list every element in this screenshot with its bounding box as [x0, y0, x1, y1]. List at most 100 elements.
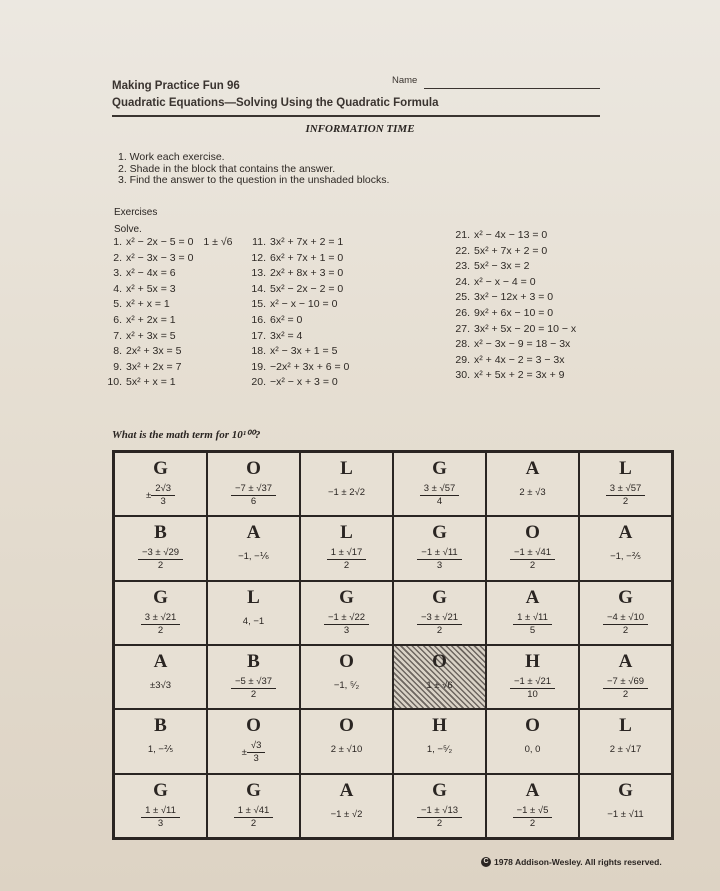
- cell-value: −5 ± √37 2: [230, 676, 277, 701]
- cell-answer: −1, −⅖: [610, 551, 641, 563]
- exercise-equation: x² + 3x = 5: [126, 329, 176, 342]
- exercise-number: 17.: [251, 329, 266, 342]
- exercise-equation: 5x² − 2x − 2 = 0: [270, 282, 344, 295]
- cell-value: 1, −⁵⁄₂: [427, 744, 452, 755]
- exercise-item: 16. 6x² = 0: [246, 313, 349, 329]
- cell-letter: O: [339, 651, 354, 672]
- exercise-number: 30.: [455, 369, 470, 382]
- fraction-denominator: 2: [250, 817, 257, 829]
- exercise-number: 23.: [455, 260, 470, 273]
- fraction-denominator: 2: [529, 817, 536, 829]
- cell-letter: G: [153, 458, 168, 479]
- cell-answer: 1, −⅖: [147, 744, 174, 756]
- fraction-numerator: −1 ± √22: [323, 612, 370, 625]
- solve-label: Solve.: [114, 224, 142, 235]
- exercise-column-3: 21. x² − 4x − 13 = 0 22. 5x² + 7x + 2 = 0 23…: [450, 228, 576, 384]
- cell-value: 3 ± √57 2: [605, 483, 646, 508]
- cell-letter: A: [339, 779, 354, 801]
- fraction-numerator: 1 ± √17: [326, 547, 367, 561]
- cell-letter: G: [432, 458, 447, 479]
- cell-value: −7 ± √37 6: [230, 483, 277, 508]
- exercise-item: 26. 9x² + 6x − 10 = 0: [450, 306, 576, 322]
- cell-value: −1 ± 2√2: [328, 487, 365, 498]
- cell-value: −1 ± √11: [607, 809, 643, 820]
- cell-value: 1 ± √11 3: [141, 805, 180, 830]
- answer-cell-shaded: O 1 ± √6: [393, 645, 486, 710]
- exercise-number: 5.: [113, 298, 122, 311]
- exercise-item: 8. 2x² + 3x = 5: [102, 344, 232, 360]
- answer-cell: A −1, −⅙: [207, 516, 300, 581]
- cell-value: 1 ± √41 2: [233, 805, 274, 830]
- exercise-item: 29. x² + 4x − 2 = 3 − 3x: [450, 353, 576, 369]
- answer-cell: G 3 ± √21 2: [114, 580, 207, 645]
- exercise-item: 17. 3x² = 4: [246, 329, 349, 345]
- answer-cell: O −1, ⁵⁄₂: [300, 645, 393, 710]
- cell-value: 4, −1: [243, 616, 264, 627]
- cell-letter: A: [153, 651, 168, 672]
- answer-cell: H −1 ± √21 10: [486, 645, 579, 710]
- cell-letter: G: [432, 522, 447, 544]
- fraction-denominator: 2: [622, 689, 629, 700]
- answer-cell: A −1, −⅖: [579, 516, 672, 581]
- exercise-equation: 2x² + 8x + 3 = 0: [270, 267, 344, 280]
- exercise-equation: 3x² + 5x − 20 = 10 − x: [474, 322, 577, 335]
- fraction-denominator: 3: [436, 560, 443, 572]
- exercise-number: 22.: [455, 244, 470, 257]
- section-title: INFORMATION TIME: [305, 123, 415, 135]
- fraction: √3 3: [246, 740, 266, 765]
- exercise-number: 6.: [113, 313, 122, 326]
- exercise-number: 15.: [251, 298, 266, 311]
- answer-cell: G ±2√3 3: [114, 452, 207, 517]
- exercise-equation: x² − 4x = 6: [126, 267, 176, 280]
- fraction: −7 ± √37 6: [230, 483, 277, 508]
- fraction: −5 ± √37 2: [230, 676, 277, 701]
- exercise-item: 25. 3x² − 12x + 3 = 0: [450, 290, 576, 306]
- exercise-item: 10. 5x² + x = 1: [102, 375, 232, 391]
- exercise-item: 14. 5x² − 2x − 2 = 0: [246, 282, 349, 298]
- fraction: −4 ± √10 2: [602, 612, 649, 637]
- exercise-number: 14.: [251, 282, 266, 295]
- fraction: −3 ± √29 2: [137, 547, 184, 572]
- fraction-denominator: 2: [157, 624, 164, 636]
- cell-value: −1 ± √13 2: [416, 805, 463, 830]
- exercise-item: 24. x² − x − 4 = 0: [450, 275, 576, 291]
- fraction-denominator: 2: [622, 624, 629, 636]
- fraction-numerator: −1 ± √13: [416, 805, 463, 818]
- fraction: −1 ± √41 2: [509, 547, 556, 572]
- fraction: −1 ± √5 2: [512, 805, 553, 830]
- copyright-text: 1978 Addison-Wesley. All rights reserved…: [494, 857, 662, 867]
- cell-letter: G: [153, 779, 168, 801]
- exercise-item: 2. x² − 3x − 3 = 0: [102, 251, 232, 267]
- exercise-number: 8.: [113, 345, 122, 358]
- cell-answer: −1, −⅙: [238, 551, 269, 563]
- cell-answer: 0, 0: [524, 744, 541, 756]
- cell-answer: 2 ± √3: [519, 487, 546, 498]
- exercise-equation: x² − 3x − 9 = 18 − 3x: [474, 338, 571, 351]
- fraction-denominator: 2: [343, 560, 350, 572]
- copyright: C 1978 Addison-Wesley. All rights reserv…: [481, 857, 662, 867]
- answer-cell: G 3 ± √57 4: [393, 452, 486, 517]
- fraction-denominator: 2: [436, 624, 443, 636]
- cell-value: −1 ± √41 2: [509, 547, 556, 572]
- cell-value: 1 ± √17 2: [326, 547, 367, 572]
- fraction: −1 ± √21 10: [509, 676, 556, 701]
- copyright-circle-icon: C: [481, 857, 491, 867]
- cell-letter: O: [525, 522, 540, 544]
- exercise-equation: x² − x − 4 = 0: [474, 275, 536, 288]
- cell-value: 3 ± √21 2: [140, 612, 181, 637]
- cell-value: −3 ± √29 2: [137, 547, 184, 572]
- fraction-numerator: 1 ± √11: [513, 612, 552, 625]
- cell-value: −1 ± √22 3: [323, 612, 370, 637]
- exercise-equation: 2x² + 3x = 5: [126, 345, 182, 358]
- cell-value: −3 ± √21 2: [416, 612, 463, 637]
- cell-value: 2 ± √17: [610, 744, 642, 755]
- exercise-item: 30. x² + 5x + 2 = 3x + 9: [450, 368, 576, 384]
- exercise-number: 11.: [252, 236, 266, 248]
- exercise-item: 1. x² − 2x − 5 = 0 1 ± √6: [102, 235, 232, 251]
- exercise-equation: x² + 2x = 1: [126, 313, 176, 326]
- fraction-denominator: 4: [436, 496, 443, 507]
- exercise-number: 26.: [455, 306, 470, 319]
- exercise-equation: 6x² + 7x + 1 = 0: [270, 251, 344, 264]
- header-rule: [112, 115, 600, 117]
- exercise-number: 9.: [113, 360, 122, 373]
